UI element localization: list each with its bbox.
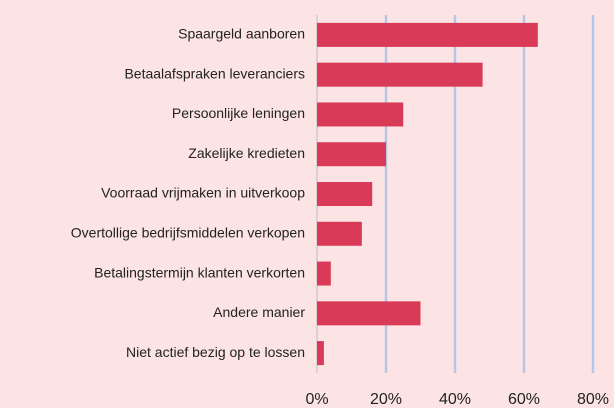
bar — [317, 221, 362, 246]
y-tick-label: Voorraad vrijmaken in uitverkoop — [101, 185, 305, 201]
y-tick-label: Zakelijke kredieten — [188, 145, 305, 161]
x-tick-label: 20% — [370, 391, 402, 408]
x-tick-label: 40% — [439, 391, 471, 408]
bar — [317, 102, 404, 127]
y-tick-label: Spaargeld aanboren — [178, 26, 305, 42]
x-tick-label: 60% — [508, 391, 540, 408]
bar — [317, 261, 331, 286]
y-tick-label: Betalingstermijn klanten verkorten — [94, 264, 305, 280]
bar — [317, 301, 421, 326]
y-tick-label: Betaalafspraken leveranciers — [124, 65, 305, 81]
bar — [317, 341, 324, 366]
x-tick-label: 0% — [305, 391, 328, 408]
bar — [317, 142, 386, 167]
y-tick-label: Andere manier — [213, 304, 305, 320]
bar — [317, 22, 538, 47]
y-tick-label: Niet actief bezig op te lossen — [126, 344, 305, 360]
bar — [317, 182, 373, 206]
bar — [317, 62, 483, 87]
x-tick-label: 80% — [577, 391, 609, 408]
y-tick-label: Persoonlijke leningen — [172, 105, 305, 121]
y-tick-label: Overtollige bedrijfsmiddelen verkopen — [71, 224, 305, 240]
